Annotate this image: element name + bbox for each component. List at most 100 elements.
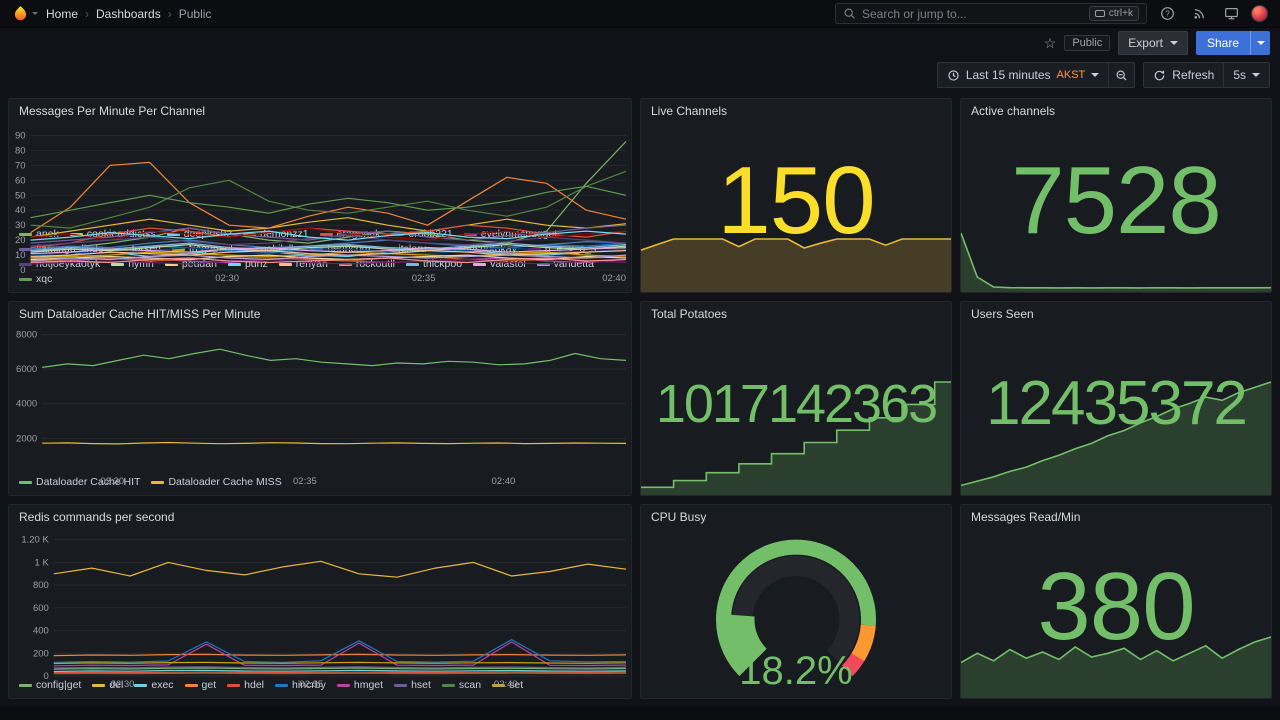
legend-label: exec — [151, 679, 174, 691]
grafana-logo-icon — [14, 6, 27, 21]
svg-text:8000: 8000 — [16, 330, 37, 341]
legend-item-hmget[interactable]: hmget — [336, 678, 384, 692]
svg-text:400: 400 — [33, 626, 49, 637]
legend-swatch — [394, 683, 408, 687]
legend-label: hincrby — [292, 679, 326, 691]
grafana-logo-button[interactable] — [12, 5, 38, 22]
legend-item-del[interactable]: del — [92, 678, 123, 692]
sparkline-canvas — [961, 232, 1271, 292]
total-potatoes-sparkline — [641, 381, 951, 495]
search-input[interactable] — [862, 6, 1083, 21]
legend-label: rockoutll — [355, 258, 395, 270]
legend-item-Dataloader Cache MISS[interactable]: Dataloader Cache MISS — [151, 475, 282, 489]
legend-swatch — [164, 262, 178, 266]
legend-swatch — [492, 683, 506, 687]
cpu-busy-gauge — [641, 529, 951, 698]
active-channels-value: 7528 — [1011, 146, 1222, 254]
search-box[interactable]: ctrl+k — [835, 3, 1147, 24]
svg-text:02:30: 02:30 — [215, 273, 239, 284]
refresh-interval-dropdown[interactable]: 5s — [1224, 62, 1270, 88]
legend-item-xqc[interactable]: xqc — [19, 272, 52, 286]
svg-text:4000: 4000 — [16, 399, 37, 410]
legend-label: Dataloader Cache HIT — [36, 476, 141, 488]
svg-text:1.20 K: 1.20 K — [21, 535, 49, 546]
redis-chart[interactable]: 0 200 400 600 800 1 K 1.20 K 02:30 02:35 02:40 — [9, 529, 631, 690]
svg-text:02:30: 02:30 — [111, 679, 135, 690]
export-label: Export — [1128, 36, 1163, 50]
legend-item-exec[interactable]: exec — [134, 678, 174, 692]
legend-swatch — [19, 247, 32, 251]
svg-text:02:40: 02:40 — [494, 679, 518, 690]
svg-text:0: 0 — [44, 671, 49, 682]
panel-title[interactable]: CPU Busy — [651, 510, 707, 524]
redis-legend: config|get del exec get hdel hincrby hmget hset… — [9, 676, 631, 698]
legend-label: del — [109, 679, 124, 691]
time-range-picker[interactable]: Last 15 minutes AKST — [936, 62, 1110, 88]
avatar[interactable] — [1251, 5, 1268, 22]
refresh-interval-label: 5s — [1233, 68, 1246, 82]
zoom-out-button[interactable] — [1109, 62, 1136, 88]
panel-messages-per-minute: Messages Per Minute Per Channel 0 10 20 30 4… — [8, 98, 632, 293]
breadcrumb: Home › Dashboards › Public — [46, 7, 211, 21]
star-icon[interactable]: ☆ — [1043, 35, 1057, 51]
monitor-icon[interactable] — [1219, 2, 1243, 26]
legend-swatch — [134, 683, 148, 687]
share-dropdown-button[interactable] — [1250, 31, 1270, 55]
dataloader-chart[interactable]: 2000 4000 6000 8000 02:30 02:35 02:40 — [9, 326, 631, 487]
svg-text:02:40: 02:40 — [602, 273, 626, 284]
refresh-label: Refresh — [1172, 68, 1215, 82]
rss-icon[interactable] — [1187, 2, 1211, 26]
panel-title[interactable]: Sum Dataloader Cache HIT/MISS Per Minute — [19, 307, 261, 321]
messages-chart[interactable]: 0 10 20 30 40 50 60 70 80 90 02:30 02:35 02:40 — [9, 123, 631, 284]
chevron-down-icon — [32, 12, 38, 15]
legend-item-config|get[interactable]: config|get — [19, 678, 81, 692]
legend-swatch — [243, 232, 257, 236]
chevron-down-icon — [1169, 41, 1178, 45]
chart-canvas: 0 10 20 30 40 50 60 70 80 90 02:30 02:35 02:40 — [15, 131, 627, 284]
dashboard-actions-bar: ☆ Public Export Share — [0, 28, 1280, 58]
panel-title[interactable]: Messages Read/Min — [971, 510, 1081, 524]
panel-title[interactable]: Live Channels — [651, 104, 728, 118]
svg-text:50: 50 — [15, 190, 26, 201]
legend-label: get — [201, 679, 217, 691]
legend-item-hincrby[interactable]: hincrby — [275, 678, 326, 692]
live-channels-sparkline — [641, 238, 951, 292]
svg-text:1 K: 1 K — [35, 557, 50, 568]
svg-text:70: 70 — [15, 160, 26, 171]
legend-swatch — [275, 683, 289, 687]
active-channels-sparkline — [961, 232, 1271, 292]
clock-icon — [948, 69, 959, 81]
panel-title[interactable]: Active channels — [971, 104, 1056, 118]
breadcrumb-dashboards[interactable]: Dashboards — [96, 6, 161, 21]
svg-text:02:35: 02:35 — [299, 679, 323, 690]
breadcrumb-home[interactable]: Home — [46, 6, 79, 21]
legend-swatch — [19, 480, 32, 484]
help-icon[interactable]: ? — [1155, 2, 1179, 26]
share-button[interactable]: Share — [1195, 31, 1250, 55]
chevron-down-icon — [1252, 73, 1260, 77]
legend-item-scan[interactable]: scan — [441, 678, 481, 692]
panel-title[interactable]: Messages Per Minute Per Channel — [19, 104, 206, 118]
legend-label: config|get — [36, 679, 82, 691]
legend-item-Dataloader Cache HIT[interactable]: Dataloader Cache HIT — [19, 475, 140, 489]
svg-text:?: ? — [1165, 9, 1170, 18]
svg-text:2000: 2000 — [16, 433, 37, 444]
legend-item-hset[interactable]: hset — [394, 678, 431, 692]
legend-item-set[interactable]: set — [492, 678, 523, 692]
panel-title[interactable]: Total Potatoes — [651, 307, 728, 321]
chart-canvas: 0 200 400 600 800 1 K 1.20 K 02:30 02:35 02:40 — [21, 535, 627, 690]
export-button[interactable]: Export — [1118, 31, 1188, 55]
svg-text:60: 60 — [15, 175, 26, 186]
refresh-button[interactable]: Refresh — [1143, 62, 1225, 88]
panel-live-channels: Live Channels 150 — [640, 98, 952, 293]
panel-title[interactable]: Redis commands per second — [19, 510, 175, 524]
panel-dataloader-cache: Sum Dataloader Cache HIT/MISS Per Minute… — [8, 301, 632, 496]
sparkline-canvas — [641, 238, 951, 292]
legend-item-hdel[interactable]: hdel — [227, 678, 264, 692]
legend-label: hmget — [353, 679, 384, 691]
legend-label: xqc — [36, 273, 53, 285]
timezone-label: AKST — [1056, 69, 1086, 81]
legend-item-get[interactable]: get — [184, 678, 217, 692]
public-tag: Public — [1064, 35, 1111, 51]
panel-title[interactable]: Users Seen — [971, 307, 1034, 321]
